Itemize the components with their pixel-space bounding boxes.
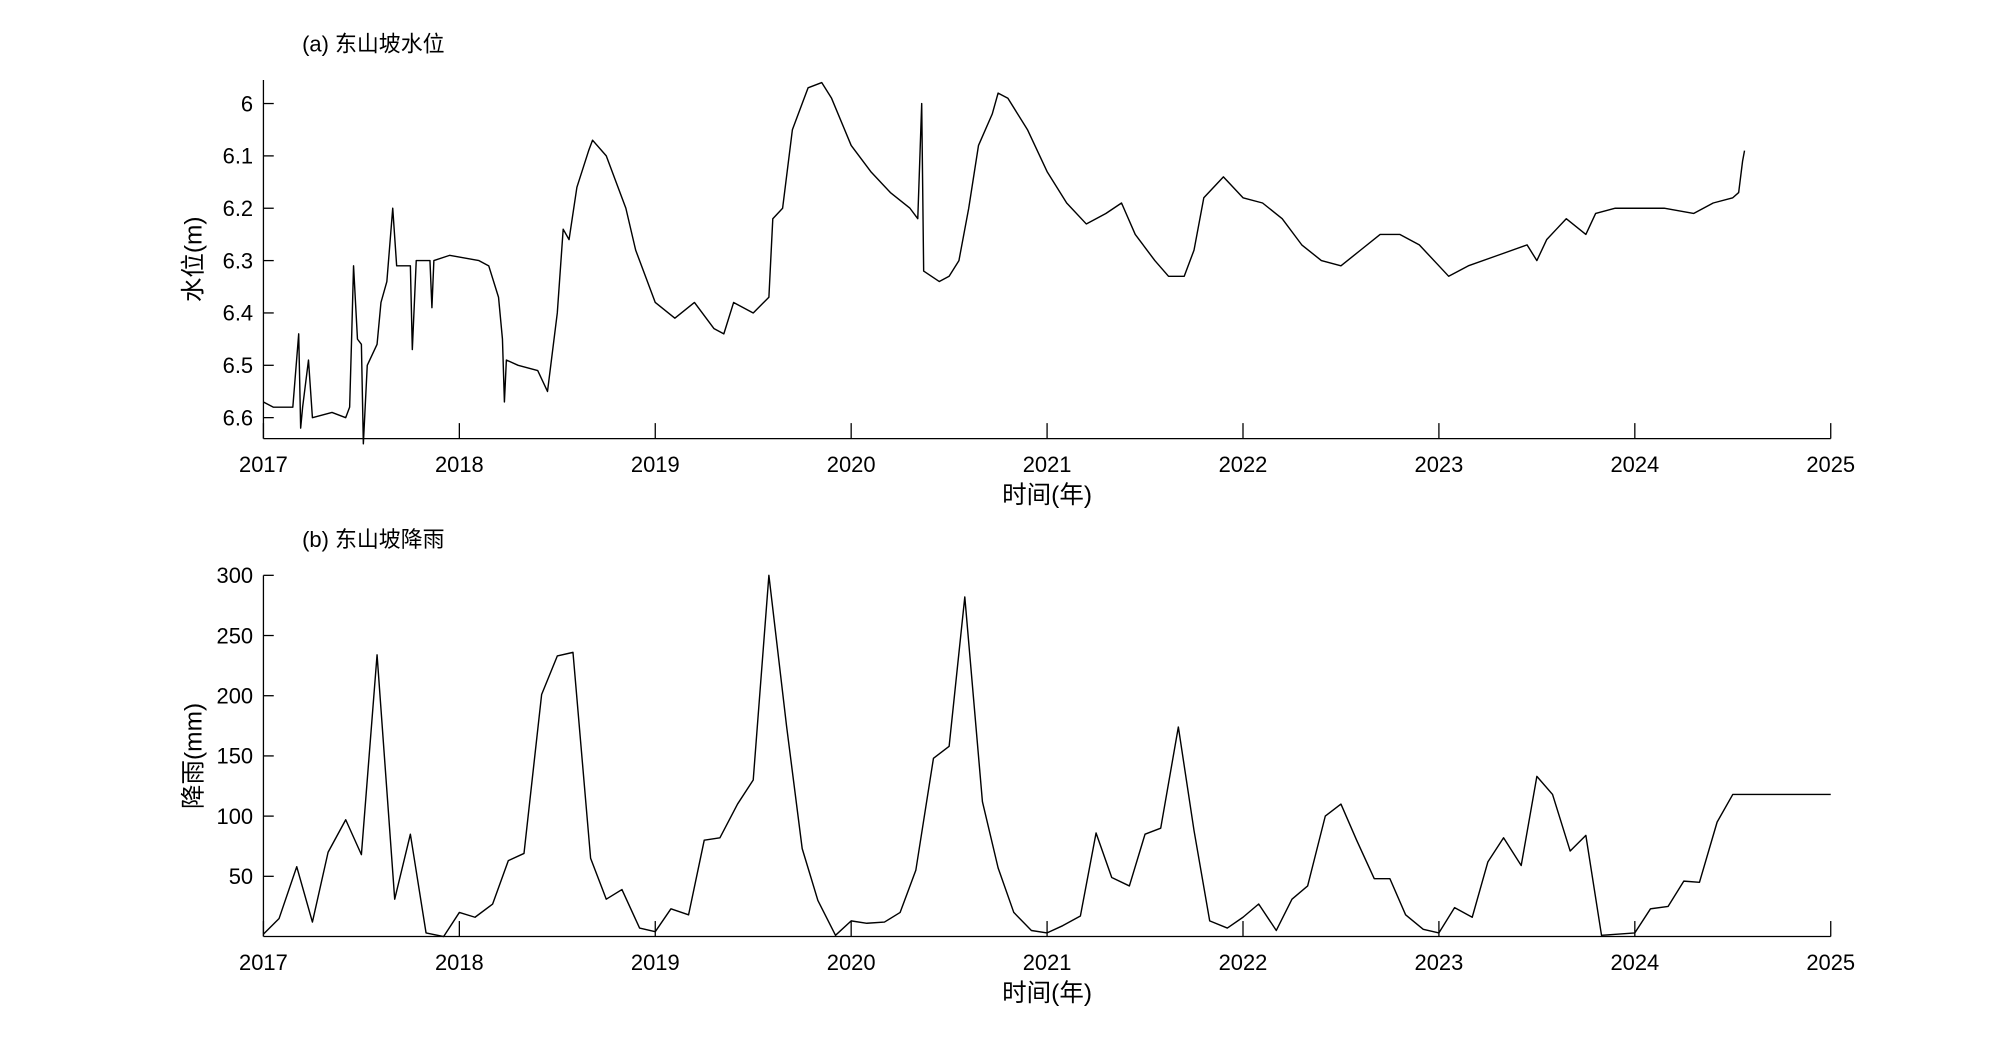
x-tick-label: 2024 [1610, 950, 1659, 975]
y-axis-label: 水位(m) [180, 216, 208, 302]
x-tick-label: 2020 [827, 452, 876, 477]
chart-title: (b) 东山坡降雨 [302, 527, 444, 552]
x-axis-label: 时间(年) [1002, 481, 1092, 509]
x-tick-label: 2021 [1023, 452, 1072, 477]
data-line [262, 574, 1831, 938]
chart-title: (a) 东山坡水位 [302, 32, 444, 57]
x-tick-label: 2020 [827, 950, 876, 975]
x-tick-label: 2024 [1610, 452, 1659, 477]
y-tick-label: 100 [217, 804, 254, 829]
y-tick-label: 6.2 [223, 196, 253, 221]
x-tick-label: 2021 [1023, 950, 1072, 975]
x-tick-label: 2017 [239, 950, 288, 975]
y-tick-label: 250 [217, 623, 254, 648]
y-tick-label: 6.4 [223, 301, 253, 326]
data-line [263, 81, 1746, 445]
x-tick-label: 2017 [239, 452, 288, 477]
x-tick-label: 2023 [1415, 950, 1464, 975]
y-tick-label: 6.5 [223, 353, 253, 378]
x-tick-label: 2022 [1219, 950, 1268, 975]
x-tick-label: 2018 [435, 452, 484, 477]
x-tick-label: 2025 [1806, 950, 1855, 975]
x-tick-label: 2019 [631, 452, 680, 477]
y-tick-label: 6 [241, 91, 253, 116]
x-tick-label: 2023 [1415, 452, 1464, 477]
y-tick-label: 150 [217, 744, 254, 769]
x-tick-label: 2019 [631, 950, 680, 975]
y-tick-label: 200 [217, 683, 254, 708]
y-tick-label: 300 [217, 563, 254, 588]
y-tick-label: 6.6 [223, 405, 253, 430]
y-axis-label: 降雨(mm) [180, 703, 208, 809]
x-tick-label: 2022 [1219, 452, 1268, 477]
x-axis-label: 时间(年) [1002, 979, 1092, 1007]
y-tick-label: 6.3 [223, 248, 253, 273]
x-tick-label: 2025 [1806, 452, 1855, 477]
x-tick-label: 2018 [435, 950, 484, 975]
y-tick-label: 50 [229, 864, 253, 889]
y-tick-label: 6.1 [223, 144, 253, 169]
